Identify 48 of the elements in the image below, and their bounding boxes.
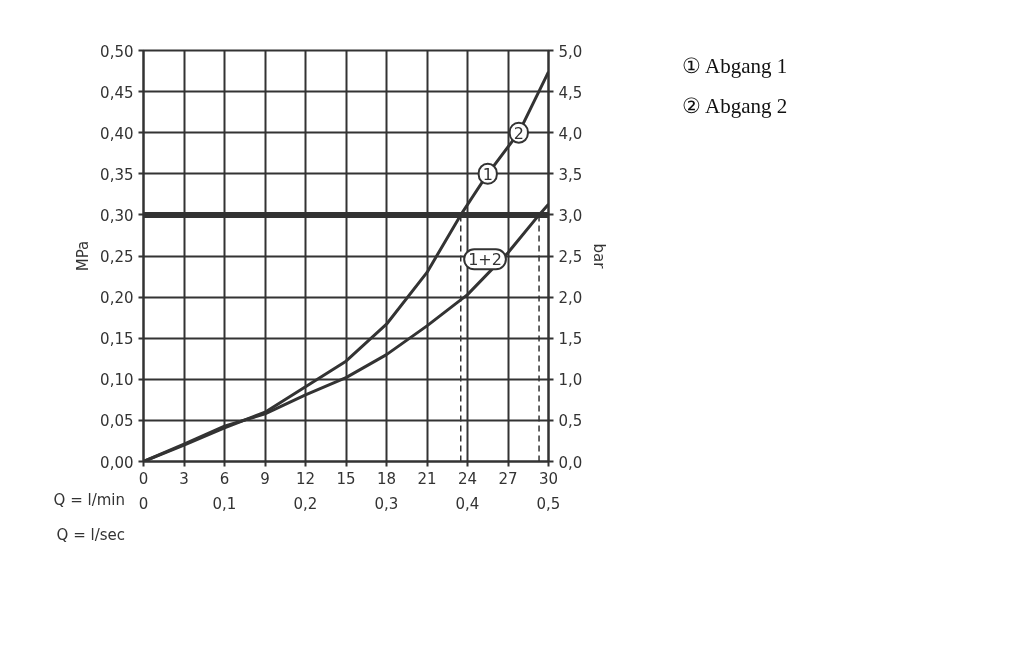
y2-tick-label: 4,5 — [558, 83, 583, 102]
x-tick-label: 9 — [260, 469, 270, 488]
y2-tick-label: 0,5 — [558, 412, 583, 431]
x-tick-label: 24 — [457, 469, 478, 488]
annotation: 1+2 — [468, 250, 502, 270]
y2-tick-label: 5,0 — [558, 42, 583, 61]
y2-tick-label: 3,0 — [558, 206, 583, 225]
y-axis-title: MPa — [74, 240, 93, 272]
y-tick-label: 0,05 — [100, 412, 134, 431]
annotation: 1 — [482, 164, 493, 184]
y2-tick-label: 4,0 — [558, 124, 583, 143]
text: ① Abgang 1 — [682, 53, 788, 80]
text: ② Abgang 2 — [682, 93, 788, 120]
y-tick-label: 0,50 — [100, 42, 134, 61]
x2-tick-label: 0,4 — [455, 494, 480, 513]
x-tick-label: 18 — [376, 469, 397, 488]
x2-tick-label: 0 — [138, 494, 149, 513]
x-tick-label: 27 — [498, 469, 518, 488]
x2-tick-label: 0,2 — [293, 494, 318, 513]
y2-tick-label: 2,5 — [558, 248, 583, 266]
x2-axis-title: Q = l/sec — [56, 525, 125, 546]
y-tick-label: 0,20 — [100, 289, 134, 308]
y2-axis-title: bar — [590, 243, 609, 270]
x2-tick-label: 0,3 — [374, 494, 399, 513]
x-tick-label: 12 — [295, 469, 316, 488]
x-tick-label: 15 — [336, 469, 356, 488]
y2-tick-label: 0,0 — [558, 453, 583, 472]
x2-tick-label: 0,5 — [536, 494, 561, 513]
y-tick-label: 0,00 — [100, 453, 134, 472]
x2-tick-label: 0,1 — [212, 494, 237, 513]
y2-tick-label: 3,5 — [558, 165, 583, 184]
y2-tick-label: 1,0 — [558, 371, 583, 390]
y-tick-label: 0,25 — [100, 248, 134, 266]
x-tick-label: 6 — [219, 469, 230, 488]
y-tick-label: 0,15 — [100, 330, 134, 349]
annotation: 2 — [513, 123, 524, 143]
x-tick-label: 21 — [417, 469, 437, 488]
x-axis-title: Q = l/min — [53, 490, 125, 511]
x-tick-label: 30 — [538, 469, 559, 488]
x-tick-label: 3 — [179, 469, 189, 488]
x-tick-label: 0 — [138, 469, 149, 488]
y-tick-label: 0,40 — [100, 124, 134, 143]
y2-tick-label: 1,5 — [558, 330, 583, 349]
y-tick-label: 0,30 — [100, 206, 134, 225]
y-tick-label: 0,45 — [100, 83, 134, 102]
y2-tick-label: 2,0 — [558, 289, 583, 308]
y-tick-label: 0,35 — [100, 165, 134, 184]
y-tick-label: 0,10 — [100, 371, 134, 390]
